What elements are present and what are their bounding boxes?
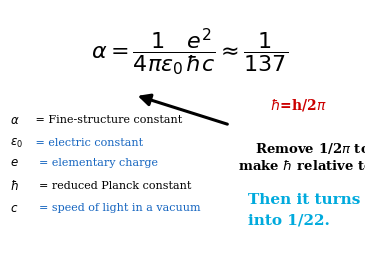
Text: $\hbar$=h/2$\pi$: $\hbar$=h/2$\pi$ (270, 97, 326, 113)
Text: $\varepsilon_0$: $\varepsilon_0$ (10, 136, 23, 150)
Text: = reduced Planck constant: = reduced Planck constant (32, 181, 191, 191)
Text: Then it turns: Then it turns (248, 193, 360, 207)
Text: = Fine-structure constant: = Fine-structure constant (32, 115, 182, 125)
Text: = elementary charge: = elementary charge (32, 158, 158, 168)
Text: into 1/22.: into 1/22. (248, 213, 330, 227)
Text: $\alpha$: $\alpha$ (10, 114, 20, 126)
Text: $c$: $c$ (10, 201, 18, 215)
Text: = electric constant: = electric constant (32, 138, 143, 148)
Text: Remove 1/2$\pi$ to: Remove 1/2$\pi$ to (255, 141, 365, 155)
Text: $\alpha = \dfrac{1}{4\pi\varepsilon_0} \dfrac{e^2}{\hbar c} \approx \dfrac{1}{13: $\alpha = \dfrac{1}{4\pi\varepsilon_0} \… (92, 26, 289, 78)
Text: $e$: $e$ (10, 157, 19, 170)
Text: make $\hbar$ relative to h.: make $\hbar$ relative to h. (238, 159, 365, 173)
Text: $\hbar$: $\hbar$ (10, 179, 19, 193)
Text: = speed of light in a vacuum: = speed of light in a vacuum (32, 203, 201, 213)
